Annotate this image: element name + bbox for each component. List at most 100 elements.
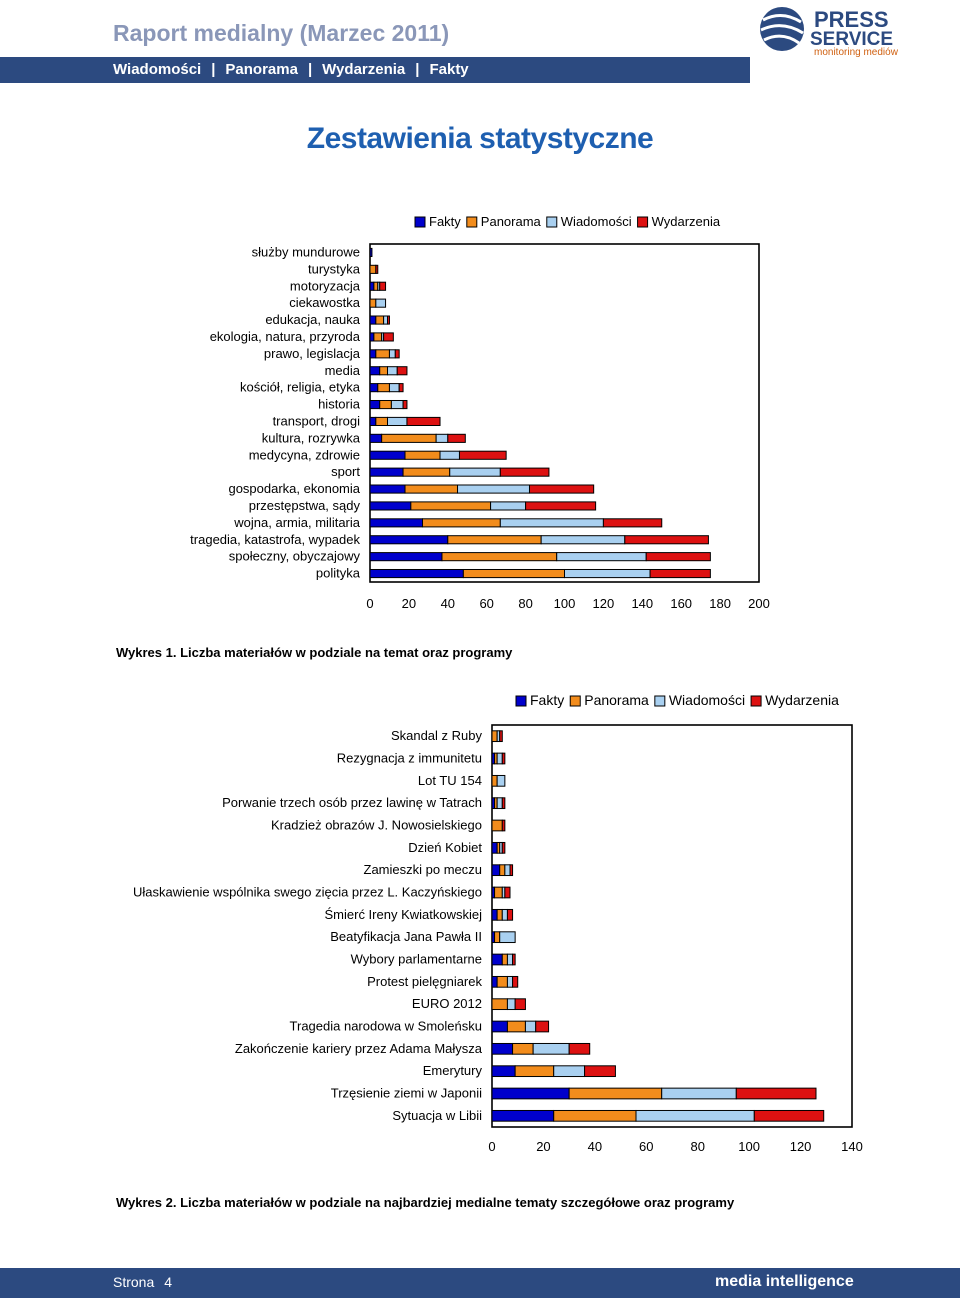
- chart2-bar-fakty: [491, 841, 498, 854]
- chart1-x-tick-label: 140: [631, 596, 653, 611]
- chart1-bar-fakty: [369, 568, 464, 579]
- chart1-bar-panorama: [410, 501, 492, 511]
- chart2-bar-fakty: [491, 864, 501, 877]
- chart1-category-label: transport, drogi: [273, 413, 361, 428]
- chart2-bar-panorama: [506, 1020, 526, 1033]
- press-service-logo: PRESS SERVICE monitoring mediów: [760, 7, 899, 58]
- chart1-bar-panorama: [369, 264, 377, 274]
- chart1-bar-wiadomosci: [435, 433, 449, 443]
- chart-topics: Fakty Panorama Wiadomości Wydarzenia służby …: [0, 205, 960, 635]
- chart1-bar-fakty: [369, 467, 404, 477]
- chart1-bar-fakty: [369, 518, 424, 528]
- chart1-bar-fakty: [369, 535, 449, 545]
- chart2-x-tick-label: 120: [790, 1139, 812, 1154]
- chart1-bar-wiadomosci: [540, 535, 626, 545]
- chart1-x-tick-label: 180: [709, 596, 731, 611]
- chart2-bar-wiadomosci: [501, 908, 508, 921]
- chart2-category-label: Tragedia narodowa w Smoleńsku: [290, 1019, 482, 1034]
- chart2-x-tick-label: 60: [639, 1139, 653, 1154]
- chart2-bar-wiadomosci: [635, 1109, 755, 1122]
- chart2-category-label: Dzień Kobiet: [408, 840, 482, 855]
- chart1-bar-wiadomosci: [449, 467, 501, 477]
- chart1-legend-swatch-fakty: [414, 216, 426, 228]
- chart1-bar-panorama: [375, 315, 385, 325]
- chart2-category-label: Sytuacja w Libii: [392, 1108, 482, 1123]
- nav-fakty-link[interactable]: Fakty: [429, 61, 469, 78]
- chart1-bar-fakty: [369, 552, 443, 562]
- chart1-category-label: prawo, legislacja: [264, 346, 361, 361]
- section-title: Zestawienia statystyczne: [306, 122, 654, 155]
- chart1-plot-area: [369, 243, 760, 583]
- chart1-bar-wiadomosci: [387, 366, 398, 376]
- chart2-bar-wydarzenia: [735, 1087, 817, 1100]
- chart1-bar-wydarzenia: [624, 535, 709, 545]
- page-number: 4: [164, 1274, 173, 1290]
- chart1-category-label: ciekawostka: [289, 295, 361, 310]
- chart1-bar-panorama: [381, 433, 437, 443]
- chart2-category-label: Lot TU 154: [418, 773, 482, 788]
- page-indicator: Strona 4: [113, 1274, 172, 1290]
- chart2-bar-panorama: [494, 886, 503, 899]
- chart2-bar-wiadomosci: [496, 774, 506, 787]
- chart2-bar-fakty: [491, 908, 498, 921]
- chart1-bar-wiadomosci: [490, 501, 527, 511]
- chart1-category-label: ekologia, natura, przyroda: [210, 329, 361, 344]
- chart1-legend-label-panorama: Panorama: [481, 214, 542, 229]
- chart1-bar-wiadomosci: [387, 416, 408, 427]
- chart2-bar-wiadomosci: [506, 975, 514, 988]
- chart1-category-label: sport: [331, 464, 360, 479]
- chart2-bar-wydarzenia: [501, 841, 506, 854]
- chart2-bar-fakty: [491, 1087, 570, 1100]
- chart2-x-tick-label: 80: [690, 1139, 704, 1154]
- chart2-bar-wiadomosci: [499, 931, 516, 944]
- chart1-x-tick-label: 160: [670, 596, 692, 611]
- chart2-category-label: Skandal z Ruby: [391, 728, 483, 743]
- chart1-category-label: edukacja, nauka: [265, 312, 360, 327]
- chart1-bar-panorama: [379, 399, 392, 410]
- chart1-bar-wydarzenia: [602, 518, 663, 528]
- report-title: Raport medialny (Marzec 2011): [113, 20, 450, 46]
- chart2-bar-panorama: [496, 908, 503, 921]
- chart2-bar-panorama: [494, 931, 501, 944]
- chart1-legend-swatch-wydarzenia: [637, 216, 649, 228]
- chart1-bar-wydarzenia: [499, 467, 550, 477]
- chart2-bar-wiadomosci: [506, 998, 516, 1011]
- chart2-bar-wydarzenia: [509, 864, 514, 877]
- nav-wiadomosci-link[interactable]: Wiadomości: [113, 61, 202, 78]
- chart1-bar-wiadomosci: [388, 349, 396, 359]
- chart1-legend-swatch-wiadomosci: [546, 216, 558, 228]
- chart1-bar-wydarzenia: [396, 366, 408, 376]
- chart2-bar-panorama: [512, 1042, 534, 1055]
- chart1-bar-panorama: [369, 298, 377, 308]
- chart1-category-label: media: [325, 363, 361, 378]
- chart-detailed-topics-svg: Fakty Panorama Wiadomości Wydarzenia Skandal…: [133, 692, 863, 1154]
- chart-topics-caption: Wykres 1. Liczba materiałów w podziale n…: [116, 645, 513, 660]
- chart1-bar-panorama: [373, 281, 379, 291]
- chart2-legend-swatch-fakty: [515, 695, 527, 707]
- chart2-bar-panorama: [553, 1109, 637, 1122]
- chart1-bar-panorama: [379, 366, 389, 376]
- chart1-bar-panorama: [375, 349, 390, 359]
- chart1-bar-panorama: [375, 416, 389, 427]
- chart1-x-tick-label: 40: [441, 596, 455, 611]
- nav-panorama-link[interactable]: Panorama: [225, 61, 298, 78]
- nav-separator: |: [415, 61, 420, 78]
- chart2-bar-wiadomosci: [496, 797, 503, 810]
- chart1-bar-fakty: [369, 501, 412, 511]
- chart2-category-label: Zakończenie kariery przez Adama Małysza: [235, 1041, 483, 1056]
- chart2-bar-wydarzenia: [512, 975, 519, 988]
- chart1-category-label: medycyna, zdrowie: [249, 447, 360, 462]
- chart1-bar-panorama: [404, 450, 441, 460]
- chart2-bar-wydarzenia: [584, 1065, 616, 1078]
- chart1-bar-panorama: [404, 484, 459, 494]
- chart1-bar-wiadomosci: [556, 552, 647, 562]
- chart2-bar-panorama: [499, 864, 506, 877]
- chart1-bar-wydarzenia: [645, 552, 711, 562]
- chart1-x-tick-label: 0: [366, 596, 373, 611]
- logo-text-service: SERVICE: [810, 29, 893, 50]
- chart2-bar-wiadomosci: [504, 864, 511, 877]
- nav-wydarzenia-link[interactable]: Wydarzenia: [322, 61, 406, 78]
- chart-topics-svg: Fakty Panorama Wiadomości Wydarzenia służby …: [190, 214, 770, 611]
- chart1-category-label: przestępstwa, sądy: [249, 498, 361, 513]
- chart2-bar-wiadomosci: [532, 1042, 570, 1055]
